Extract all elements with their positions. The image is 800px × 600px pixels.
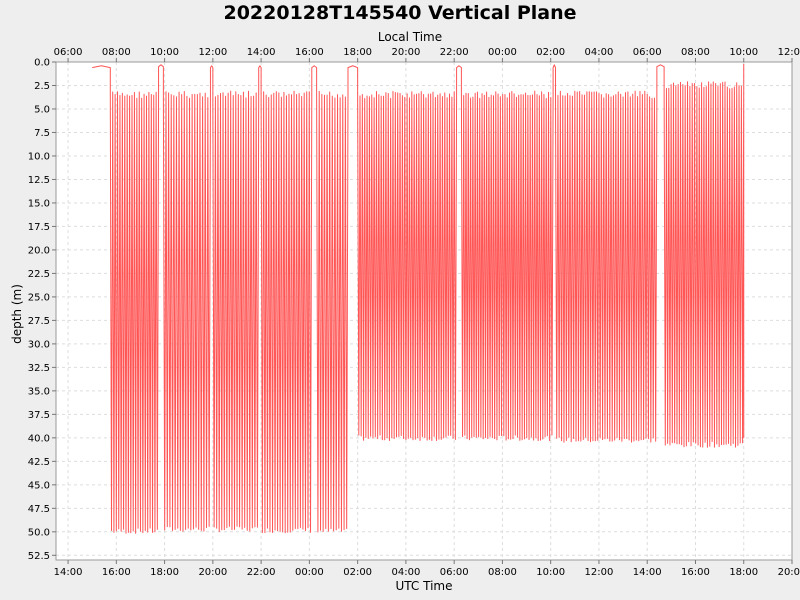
plot-frame (55, 61, 793, 561)
x-tick-label-top: 22:00 (440, 47, 469, 58)
y-tick-label: 27.5 (28, 316, 50, 327)
x-tick-label-top: 08:00 (102, 47, 131, 58)
x-tick-label-bottom: 14:00 (54, 567, 83, 578)
y-tick-label: 45.0 (28, 480, 50, 491)
x-tick-label-top: 02:00 (536, 47, 565, 58)
bottom-axis-label: UTC Time (396, 579, 453, 593)
x-tick-label-bottom: 20:00 (198, 567, 227, 578)
y-tick-label: 52.5 (28, 551, 50, 562)
y-tick-label: 17.5 (28, 222, 50, 233)
x-tick-label-top: 14:00 (247, 47, 276, 58)
y-tick-label: 12.5 (28, 175, 50, 186)
x-tick-label-top: 08:00 (681, 47, 710, 58)
y-tick-label: 47.5 (28, 504, 50, 515)
x-tick-label-bottom: 04:00 (391, 567, 420, 578)
y-tick-label: 5.0 (34, 104, 50, 115)
y-tick-label: 42.5 (28, 457, 50, 468)
x-tick-label-top: 10:00 (729, 47, 758, 58)
y-axis: 0.0 2.5 5.0 7.5 10.0 12.5 15.0 17.5 20.0 22.5 25.0… (28, 58, 56, 562)
x-axis-top: 06:00 08:00 10:00 12:00 14:00 16:00 18:00 20:00… (54, 47, 800, 62)
y-tick-label: 10.0 (28, 151, 50, 162)
x-tick-label-top: 06:00 (633, 47, 662, 58)
x-tick-label-bottom: 18:00 (150, 567, 179, 578)
chart-title: 20220128T145540 Vertical Plane (223, 2, 576, 24)
x-tick-label-top: 06:00 (54, 47, 83, 58)
x-tick-label-top: 20:00 (391, 47, 420, 58)
top-axis-label: Local Time (378, 30, 442, 44)
depth-series (92, 63, 745, 534)
x-tick-label-bottom: 02:00 (343, 567, 372, 578)
x-tick-label-bottom: 10:00 (536, 567, 565, 578)
x-tick-label-top: 00:00 (488, 47, 517, 58)
x-tick-label-bottom: 06:00 (440, 567, 469, 578)
x-tick-label-bottom: 08:00 (488, 567, 517, 578)
y-tick-label: 2.5 (34, 81, 50, 92)
y-tick-label: 37.5 (28, 410, 50, 421)
y-tick-label: 35.0 (28, 386, 50, 397)
x-tick-label-bottom: 12:00 (585, 567, 614, 578)
y-tick-label: 22.5 (28, 269, 50, 280)
depth-series-line (92, 63, 745, 534)
x-tick-label-bottom: 00:00 (295, 567, 324, 578)
x-tick-label-bottom: 16:00 (102, 567, 131, 578)
x-tick-label-bottom: 20:00 (778, 567, 800, 578)
y-tick-label: 30.0 (28, 339, 50, 350)
x-tick-label-top: 12:00 (778, 47, 800, 58)
x-tick-label-top: 18:00 (343, 47, 372, 58)
y-tick-label: 32.5 (28, 363, 50, 374)
x-axis-bottom: 14:00 16:00 18:00 20:00 22:00 00:00 02:00 04:00… (54, 560, 800, 578)
y-tick-label: 15.0 (28, 198, 50, 209)
x-tick-label-top: 04:00 (585, 47, 614, 58)
x-tick-label-bottom: 14:00 (633, 567, 662, 578)
y-tick-label: 25.0 (28, 292, 50, 303)
x-tick-label-bottom: 18:00 (729, 567, 758, 578)
x-tick-label-top: 16:00 (295, 47, 324, 58)
x-tick-label-bottom: 16:00 (681, 567, 710, 578)
x-tick-label-top: 10:00 (150, 47, 179, 58)
y-tick-label: 0.0 (34, 58, 50, 69)
y-tick-label: 20.0 (28, 245, 50, 256)
y-tick-label: 40.0 (28, 433, 50, 444)
x-tick-label-bottom: 22:00 (247, 567, 276, 578)
y-tick-label: 7.5 (34, 128, 50, 139)
y-axis-label: depth (m) (10, 284, 24, 344)
x-tick-label-top: 12:00 (198, 47, 227, 58)
y-tick-label: 50.0 (28, 527, 50, 538)
